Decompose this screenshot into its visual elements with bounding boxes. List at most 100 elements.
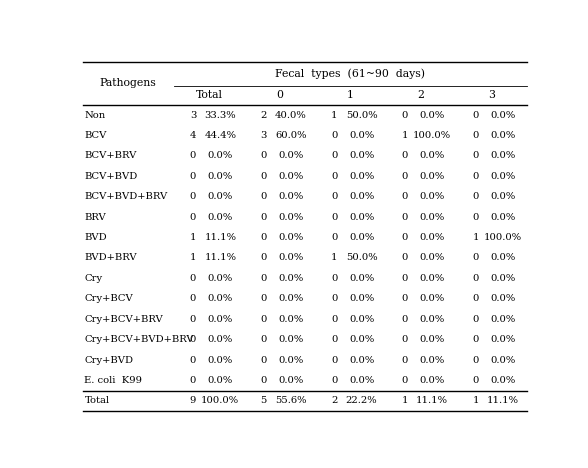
Text: 0: 0 xyxy=(190,376,196,385)
Text: 0.0%: 0.0% xyxy=(420,356,445,365)
Text: 0: 0 xyxy=(472,335,479,344)
Text: 0.0%: 0.0% xyxy=(420,233,445,242)
Text: 100.0%: 100.0% xyxy=(484,233,522,242)
Text: 0: 0 xyxy=(276,90,283,101)
Text: 0.0%: 0.0% xyxy=(278,294,303,303)
Text: 0: 0 xyxy=(402,314,408,324)
Text: 0: 0 xyxy=(472,274,479,283)
Text: 0.0%: 0.0% xyxy=(420,110,445,119)
Text: 0.0%: 0.0% xyxy=(349,314,374,324)
Text: 5: 5 xyxy=(260,396,267,405)
Text: 0.0%: 0.0% xyxy=(278,335,303,344)
Text: 0: 0 xyxy=(260,376,267,385)
Text: 0: 0 xyxy=(260,314,267,324)
Text: 0.0%: 0.0% xyxy=(278,314,303,324)
Text: 0.0%: 0.0% xyxy=(490,212,516,222)
Text: 0: 0 xyxy=(331,151,338,161)
Text: 0.0%: 0.0% xyxy=(420,376,445,385)
Text: 0.0%: 0.0% xyxy=(349,172,374,181)
Text: Cry: Cry xyxy=(85,274,102,283)
Text: 0: 0 xyxy=(472,192,479,201)
Text: 3: 3 xyxy=(488,90,495,101)
Text: 100.0%: 100.0% xyxy=(201,396,239,405)
Text: 0: 0 xyxy=(331,314,338,324)
Text: 0: 0 xyxy=(472,212,479,222)
Text: 3: 3 xyxy=(190,110,196,119)
Text: 3: 3 xyxy=(260,131,267,140)
Text: 33.3%: 33.3% xyxy=(205,110,236,119)
Text: 0.0%: 0.0% xyxy=(420,192,445,201)
Text: 22.2%: 22.2% xyxy=(346,396,377,405)
Text: 0.0%: 0.0% xyxy=(490,151,516,161)
Text: 0.0%: 0.0% xyxy=(349,151,374,161)
Text: 0.0%: 0.0% xyxy=(349,356,374,365)
Text: BCV+BVD: BCV+BVD xyxy=(85,172,138,181)
Text: 0: 0 xyxy=(472,110,479,119)
Text: 0.0%: 0.0% xyxy=(208,212,233,222)
Text: 0.0%: 0.0% xyxy=(278,172,303,181)
Text: 0.0%: 0.0% xyxy=(420,254,445,263)
Text: 0.0%: 0.0% xyxy=(278,356,303,365)
Text: 11.1%: 11.1% xyxy=(204,254,236,263)
Text: 0.0%: 0.0% xyxy=(208,335,233,344)
Text: 0: 0 xyxy=(472,172,479,181)
Text: 0.0%: 0.0% xyxy=(420,172,445,181)
Text: 0.0%: 0.0% xyxy=(490,294,516,303)
Text: 44.4%: 44.4% xyxy=(204,131,236,140)
Text: 0: 0 xyxy=(331,131,338,140)
Text: 0: 0 xyxy=(472,151,479,161)
Text: Pathogens: Pathogens xyxy=(100,78,156,88)
Text: 0: 0 xyxy=(260,212,267,222)
Text: Total: Total xyxy=(196,90,222,101)
Text: 0.0%: 0.0% xyxy=(420,151,445,161)
Text: 0: 0 xyxy=(260,192,267,201)
Text: 0: 0 xyxy=(402,274,408,283)
Text: 0.0%: 0.0% xyxy=(208,376,233,385)
Text: 0: 0 xyxy=(190,335,196,344)
Text: 0: 0 xyxy=(331,376,338,385)
Text: 0: 0 xyxy=(260,274,267,283)
Text: 0: 0 xyxy=(190,314,196,324)
Text: 0.0%: 0.0% xyxy=(349,294,374,303)
Text: 0.0%: 0.0% xyxy=(208,294,233,303)
Text: 0.0%: 0.0% xyxy=(349,376,374,385)
Text: 1: 1 xyxy=(331,254,338,263)
Text: 0.0%: 0.0% xyxy=(490,131,516,140)
Text: 0: 0 xyxy=(331,294,338,303)
Text: 0.0%: 0.0% xyxy=(490,376,516,385)
Text: 0: 0 xyxy=(472,254,479,263)
Text: 0: 0 xyxy=(402,254,408,263)
Text: 0.0%: 0.0% xyxy=(208,274,233,283)
Text: 0: 0 xyxy=(402,212,408,222)
Text: 2: 2 xyxy=(331,396,338,405)
Text: 0.0%: 0.0% xyxy=(349,233,374,242)
Text: 0.0%: 0.0% xyxy=(490,172,516,181)
Text: 55.6%: 55.6% xyxy=(275,396,307,405)
Text: 40.0%: 40.0% xyxy=(275,110,307,119)
Text: 1: 1 xyxy=(402,396,408,405)
Text: Cry+BCV+BVD+BRV: Cry+BCV+BVD+BRV xyxy=(85,335,194,344)
Text: 0.0%: 0.0% xyxy=(278,376,303,385)
Text: 0: 0 xyxy=(190,294,196,303)
Text: 0.0%: 0.0% xyxy=(349,192,374,201)
Text: BCV: BCV xyxy=(85,131,107,140)
Text: 0: 0 xyxy=(190,192,196,201)
Text: 0.0%: 0.0% xyxy=(490,110,516,119)
Text: 1: 1 xyxy=(331,110,338,119)
Text: 0.0%: 0.0% xyxy=(278,192,303,201)
Text: 0: 0 xyxy=(402,151,408,161)
Text: 0: 0 xyxy=(331,335,338,344)
Text: 0.0%: 0.0% xyxy=(420,294,445,303)
Text: 0.0%: 0.0% xyxy=(349,335,374,344)
Text: BVD: BVD xyxy=(85,233,107,242)
Text: 0: 0 xyxy=(472,376,479,385)
Text: Cry+BVD: Cry+BVD xyxy=(85,356,133,365)
Text: BCV+BVD+BRV: BCV+BVD+BRV xyxy=(85,192,168,201)
Text: 0: 0 xyxy=(402,172,408,181)
Text: 0: 0 xyxy=(402,376,408,385)
Text: 0: 0 xyxy=(472,356,479,365)
Text: 0.0%: 0.0% xyxy=(208,356,233,365)
Text: 0: 0 xyxy=(190,212,196,222)
Text: 0.0%: 0.0% xyxy=(278,212,303,222)
Text: 2: 2 xyxy=(260,110,267,119)
